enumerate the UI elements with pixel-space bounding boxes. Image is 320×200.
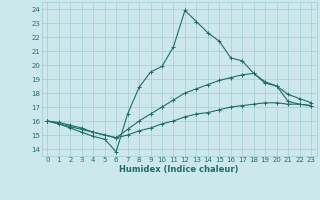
X-axis label: Humidex (Indice chaleur): Humidex (Indice chaleur) (119, 165, 239, 174)
